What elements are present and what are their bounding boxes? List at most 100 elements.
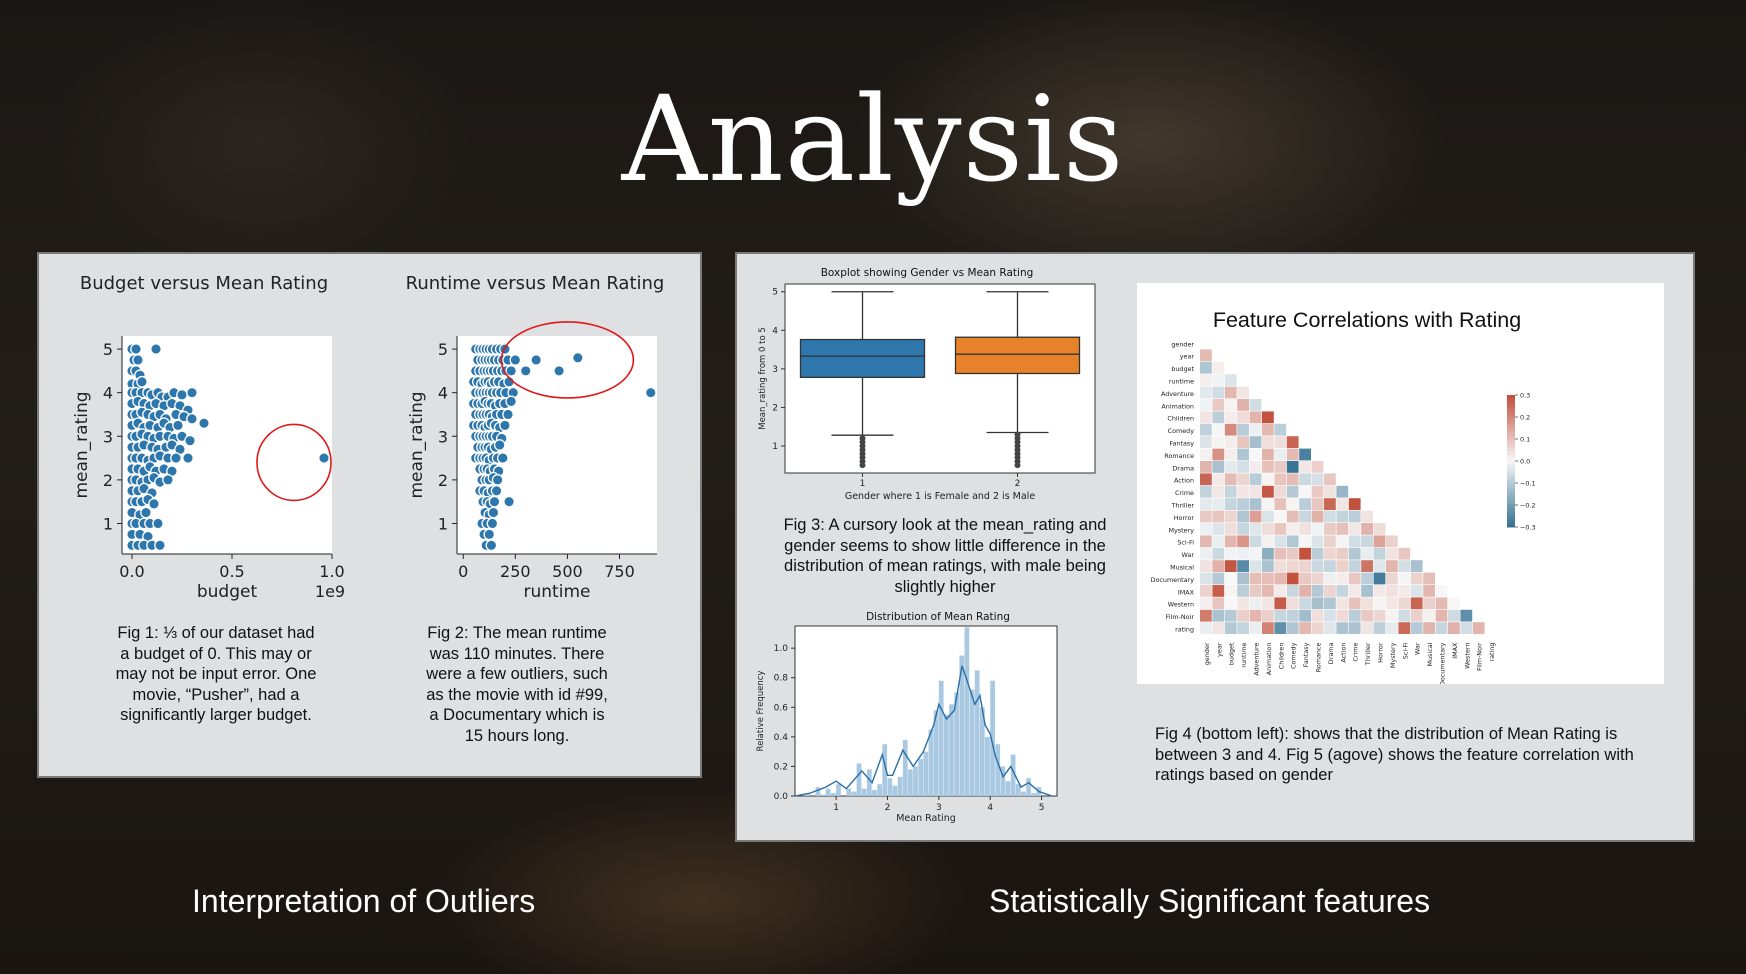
data-point <box>502 408 514 421</box>
heatmap-cell <box>1386 572 1398 585</box>
histogram-bar <box>902 739 908 796</box>
heatmap-cell <box>1311 461 1324 473</box>
heatmap-cell <box>1423 609 1435 622</box>
heatmap-cell <box>1237 585 1249 597</box>
heatmap-cell <box>1299 572 1311 585</box>
colorbar-segment <box>1507 470 1515 475</box>
colorbar-segment <box>1507 520 1515 525</box>
data-point <box>186 412 198 425</box>
y-tick-label: 3 <box>438 427 448 446</box>
heatmap-cell <box>1237 461 1249 473</box>
heatmap-cell <box>1348 585 1361 597</box>
heatmap-cell <box>1324 622 1336 634</box>
heatmap-cell <box>1286 560 1299 572</box>
data-point <box>488 495 501 508</box>
heatmap-cell <box>1224 547 1237 560</box>
column-label: Crime <box>1352 643 1360 662</box>
heatmap-cell <box>1448 622 1460 634</box>
column-label: Horror <box>1377 642 1385 663</box>
heatmap-cell <box>1361 535 1373 548</box>
heatmap-cell <box>1237 597 1249 610</box>
heatmap-cell <box>1262 535 1274 548</box>
histogram-bar <box>954 692 959 796</box>
features-panel: Boxplot showing Gender vs Mean Rating 1 2… <box>735 252 1695 842</box>
colorbar-segment <box>1507 484 1515 488</box>
flier-point <box>1014 435 1021 442</box>
heatmap-cell <box>1224 374 1237 386</box>
heatmap-cell <box>1435 622 1448 634</box>
heatmap-cell <box>1324 572 1336 585</box>
heatmap-cell <box>1212 448 1225 461</box>
data-point <box>571 351 584 364</box>
histogram-bar <box>892 785 898 796</box>
heatmap-cell <box>1423 622 1435 634</box>
heatmap-cell <box>1286 461 1299 473</box>
heatmap-cell <box>1274 547 1287 560</box>
heatmap-cell <box>1423 597 1435 610</box>
histogram-bar <box>1015 784 1021 796</box>
heatmap-cell <box>1237 547 1249 560</box>
heatmap-cell <box>1212 572 1225 585</box>
heatmap-cell <box>1311 622 1324 634</box>
heatmap-cell <box>1274 510 1287 523</box>
outliers-panel: Budget versus Mean Rating 1 2 3 4 5 0.0 0.5 1.0… <box>37 252 702 778</box>
heatmap-cell <box>1200 411 1212 424</box>
heatmap-cell <box>1249 423 1262 436</box>
heatmap-cell <box>1336 510 1349 523</box>
heatmap-cell <box>1200 361 1212 374</box>
column-label: Fantasy <box>1302 642 1310 667</box>
heatmap-cell <box>1472 622 1485 634</box>
heatmap-cell <box>1324 597 1336 610</box>
heatmap-cell <box>1336 535 1349 548</box>
heatmap-cell <box>1249 535 1262 548</box>
colorbar-tick-label: 0.2 <box>1520 414 1530 422</box>
colorbar-segment <box>1507 411 1515 416</box>
histogram-bar <box>933 710 939 796</box>
flier-point <box>859 462 866 469</box>
heatmap-cell <box>1299 597 1311 610</box>
colorbar-segment <box>1507 500 1515 505</box>
outlier-highlight-circle <box>500 321 635 399</box>
flier-point <box>1014 443 1021 449</box>
data-point <box>162 474 174 486</box>
data-point <box>499 419 511 432</box>
heatmap-cell <box>1336 560 1349 572</box>
heatmap-cell <box>1361 560 1373 572</box>
heatmap-cell <box>1212 399 1225 411</box>
column-label: Sci-Fi <box>1401 642 1409 659</box>
colorbar-segment <box>1507 414 1515 419</box>
flier-point <box>859 435 866 442</box>
histogram-bar <box>877 784 882 796</box>
heatmap-cell <box>1348 609 1361 622</box>
heatmap-cell <box>1373 560 1386 572</box>
column-label: Film-Noir <box>1476 642 1484 671</box>
heatmap-cell <box>1200 473 1212 486</box>
histogram-bar <box>815 787 821 796</box>
heatmap-cell <box>1200 585 1212 597</box>
colorbar-segment <box>1507 513 1515 518</box>
x-scale-label: 1e9 <box>315 582 345 601</box>
heatmap-cell <box>1361 547 1373 560</box>
heatmap-cell <box>1249 473 1262 486</box>
colorbar-tick-label: −0.3 <box>1520 524 1536 532</box>
heatmap-cell <box>1212 510 1225 523</box>
data-point <box>487 506 500 519</box>
heatmap-cell <box>1237 423 1249 436</box>
heatmap-cell <box>1200 461 1212 473</box>
heatmap-cell <box>1324 498 1336 510</box>
heatmap-cell <box>1286 572 1299 585</box>
heatmap-cell <box>1237 560 1249 572</box>
heatmap-cell <box>1398 560 1411 572</box>
heatmap-cell <box>1398 622 1411 634</box>
heatmap-cell <box>1200 597 1212 610</box>
histogram-bar <box>836 784 841 796</box>
data-point <box>176 389 188 401</box>
y-tick-label: 0.4 <box>774 733 789 743</box>
heatmap-cell <box>1200 349 1212 362</box>
heatmap-cell <box>1286 585 1299 597</box>
x-tick-label: 0 <box>458 562 468 581</box>
heatmap-cell <box>1361 585 1373 597</box>
column-label: Animation <box>1265 643 1273 676</box>
histogram-bar <box>1005 781 1011 796</box>
y-tick-label: 0.6 <box>774 703 789 713</box>
